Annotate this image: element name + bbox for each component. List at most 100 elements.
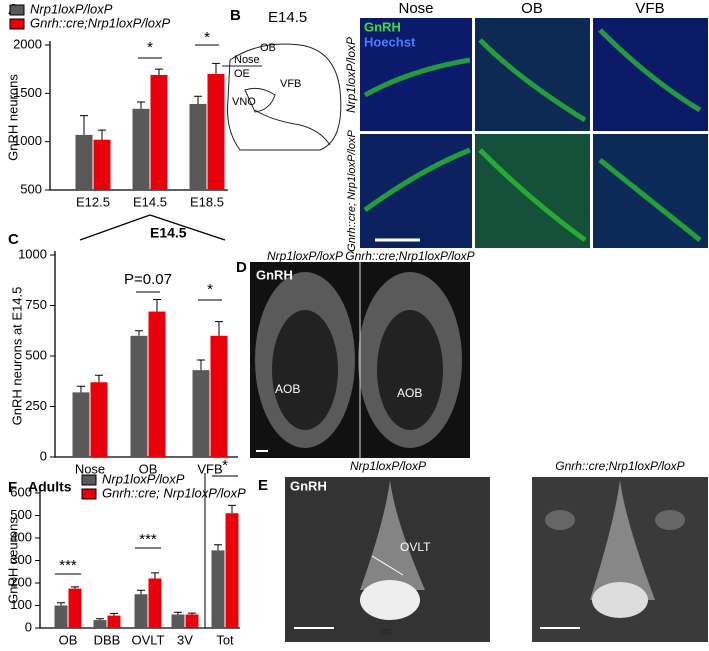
bar: [54, 605, 68, 628]
y-axis-label: GnRH neurons: [5, 74, 20, 161]
diagram-label: Nose: [234, 54, 260, 66]
diagram-label: VNO: [232, 96, 256, 108]
y-tick-label: 500: [25, 347, 47, 362]
panel-letter: B: [230, 7, 241, 24]
bar: [90, 382, 108, 457]
error-bar: [137, 589, 145, 595]
bar: [93, 620, 107, 628]
error-bar: [197, 359, 205, 371]
error-bar: [153, 298, 161, 312]
bar: [211, 550, 225, 628]
region-label: AOB: [397, 386, 422, 400]
legend-label: Nrp1loxP/loxP: [102, 471, 185, 486]
panel-b-diagram: [222, 43, 342, 151]
bar: [192, 370, 210, 457]
panel-e-images: [285, 477, 708, 642]
legend-label: Gnrh::cre; Nrp1loxP/loxP: [102, 485, 246, 500]
error-bar: [135, 330, 143, 336]
annotation: ***: [139, 531, 157, 548]
column-label: Gnrh::cre;Nrp1loxP/loxP: [555, 459, 684, 473]
region-label: AOB: [275, 382, 300, 396]
row-label: Gnrh::cre; Nrp1loxP/loxP: [346, 130, 358, 252]
row-label: Nrp1loxP/loxP: [344, 37, 358, 113]
error-bar: [71, 586, 79, 589]
x-tick-label: Nose: [75, 461, 105, 476]
error-bar: [80, 115, 88, 135]
y-axis-label: GnRH neurons: [5, 517, 20, 604]
error-bar: [212, 62, 220, 74]
column-label: Nrp1loxP/loxP: [350, 459, 426, 473]
panel-b-images: [360, 18, 708, 248]
bar: [185, 614, 199, 628]
stain-label: GnRH: [364, 19, 401, 34]
y-tick-label: 200: [10, 574, 32, 589]
error-bar: [188, 612, 196, 615]
error-bar: [228, 504, 236, 514]
column-label: Nrp1loxP/loxP: [267, 249, 343, 263]
y-tick-label: 1000: [13, 133, 42, 148]
error-bar: [155, 68, 163, 75]
y-tick-label: 600: [10, 484, 32, 499]
column-label: Gnrh::cre;Nrp1loxP/loxP: [345, 249, 474, 263]
x-tick-label: E18.5: [190, 194, 224, 209]
bar: [107, 615, 121, 628]
column-label: OB: [521, 0, 543, 17]
x-tick-label: OB: [139, 461, 158, 476]
bar: [134, 594, 148, 628]
error-bar: [194, 95, 202, 104]
y-tick-label: 500: [20, 181, 42, 196]
error-bar: [174, 611, 182, 615]
bar: [93, 139, 111, 190]
legend-label: Gnrh::cre;Nrp1loxP/loxP: [30, 15, 170, 30]
bar: [72, 392, 90, 457]
bar: [207, 74, 225, 190]
error-bar: [215, 321, 223, 336]
diagram-label: OE: [234, 68, 250, 80]
error-bar: [95, 374, 103, 383]
legend-swatch: [81, 488, 97, 500]
annotation: *: [207, 281, 213, 298]
y-tick-label: 500: [10, 507, 32, 522]
y-tick-label: 750: [25, 297, 47, 312]
region-label: oc: [381, 627, 392, 638]
annotation: *: [222, 457, 228, 474]
legend-swatch: [81, 474, 97, 486]
legend-label: Nrp1loxP/loxP: [30, 1, 113, 16]
error-bar: [137, 101, 145, 109]
bar: [148, 578, 162, 628]
legend-swatch: [9, 18, 25, 30]
panel-d-images: [250, 262, 470, 458]
x-tick-label: E14.5: [133, 194, 167, 209]
y-tick-label: 300: [10, 552, 32, 567]
panel-letter: C: [8, 231, 19, 248]
column-label: Nose: [398, 0, 433, 17]
x-tick-label: OB: [59, 632, 78, 646]
x-tick-label: OVLT: [132, 632, 165, 646]
annotation: ***: [59, 557, 77, 574]
stage-label: E14.5: [268, 9, 307, 26]
error-bar: [110, 612, 118, 616]
x-tick-label: VFB: [197, 461, 222, 476]
bar: [225, 513, 239, 628]
y-tick-label: 2000: [13, 36, 42, 51]
y-tick-label: 0: [40, 448, 47, 463]
error-bar: [151, 572, 159, 579]
bar: [150, 74, 168, 190]
x-tick-label: 3V: [177, 632, 193, 646]
bar: [148, 311, 166, 457]
bar: [68, 588, 82, 628]
annotation: *: [204, 29, 210, 46]
bar: [189, 103, 207, 190]
region-label: OVLT: [400, 540, 431, 554]
chart-title: E14.5: [150, 225, 187, 241]
stain-label: GnRH: [290, 478, 327, 493]
error-bar: [214, 544, 222, 551]
error-bar: [57, 602, 65, 606]
panel-letter: D: [236, 259, 247, 276]
panel-letter: F: [8, 479, 17, 496]
stain-label: GnRH: [256, 267, 293, 282]
y-tick-label: 400: [10, 529, 32, 544]
y-tick-label: 1500: [13, 85, 42, 100]
bar: [210, 335, 228, 457]
